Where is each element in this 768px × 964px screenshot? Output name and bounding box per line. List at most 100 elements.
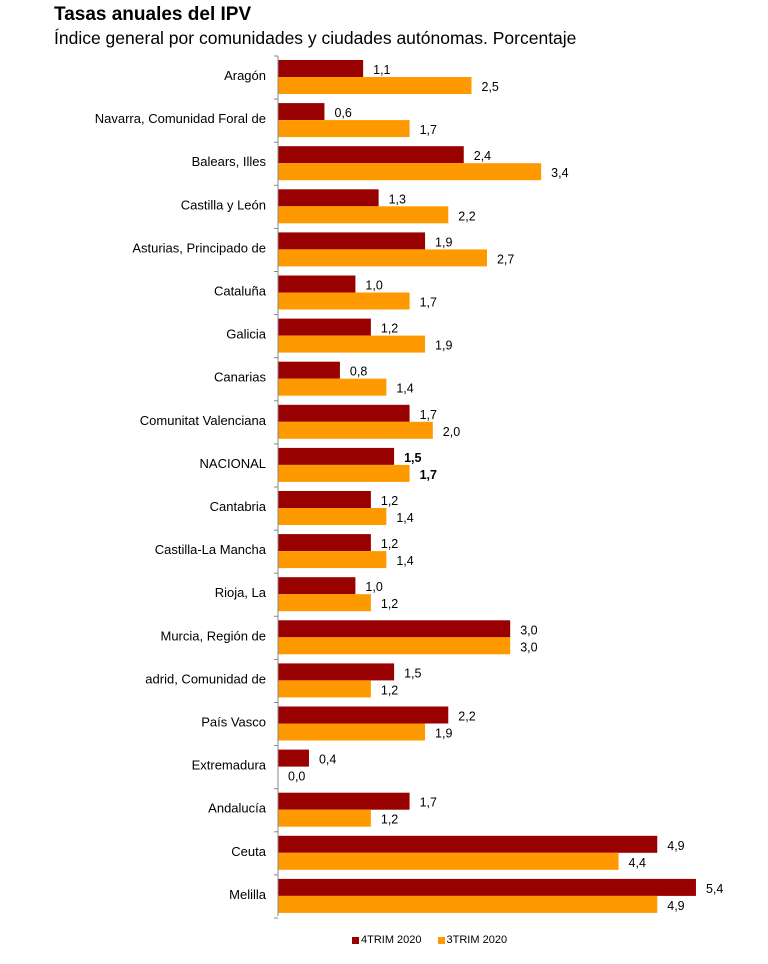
bar-series-1 <box>278 447 395 465</box>
bar-series-2 <box>278 637 511 655</box>
data-label: 1,7 <box>420 468 437 482</box>
bar-series-1 <box>278 835 658 853</box>
bar-series-2 <box>278 464 410 482</box>
category-label: Galicia <box>226 327 267 342</box>
category-label: NACIONAL <box>200 456 266 471</box>
bar-series-1 <box>278 318 371 336</box>
data-label: 5,4 <box>706 882 723 896</box>
bar-series-2 <box>278 508 387 525</box>
bar-series-2 <box>278 120 410 138</box>
data-label: 3,0 <box>520 623 537 637</box>
category-label: País Vasco <box>201 715 266 730</box>
data-label: 1,2 <box>381 537 398 551</box>
chart-title: Tasas anuales del IPV <box>54 4 252 25</box>
data-label: 1,7 <box>420 296 437 310</box>
bar-series-1 <box>278 232 426 250</box>
category-label: Asturias, Principado de <box>132 240 266 255</box>
bar-series-1 <box>278 706 449 724</box>
bar-series-2 <box>278 206 449 224</box>
bar-series-1 <box>278 146 464 164</box>
data-label: 1,7 <box>420 123 437 137</box>
data-label: 1,4 <box>396 382 413 396</box>
data-label: 0,0 <box>288 770 305 784</box>
category-label: Melilla <box>229 887 267 902</box>
data-label: 1,0 <box>365 279 382 293</box>
category-label: Extremadura <box>192 758 267 773</box>
bar-series-1 <box>278 275 356 293</box>
category-label: Cantabria <box>210 499 267 514</box>
category-label: Comunitat Valenciana <box>140 413 267 428</box>
legend-label-series-1: 4TRIM 2020 <box>361 934 422 946</box>
data-label: 1,2 <box>381 494 398 508</box>
legend-item-series-2: 3TRIM 2020 <box>437 934 507 946</box>
category-label: Navarra, Comunidad Foral de <box>95 111 266 126</box>
bar-series-2 <box>278 852 619 870</box>
data-label: 1,4 <box>396 554 413 568</box>
bar-chart: Aragón 1,1 2,5 Navarra, Comunidad Foral de 0… <box>95 55 723 919</box>
data-label: 1,5 <box>404 666 421 680</box>
bar-series-2 <box>278 723 426 741</box>
data-label: 1,9 <box>435 235 452 249</box>
bar-series-2 <box>278 680 371 698</box>
category-label: Canarias <box>214 370 267 385</box>
category-label: Balears, Illes <box>192 154 267 169</box>
data-label: 2,7 <box>497 252 514 266</box>
data-label: 1,4 <box>396 511 413 525</box>
data-label: 4,4 <box>629 856 646 870</box>
data-label: 2,2 <box>458 710 475 724</box>
bar-series-1 <box>278 749 309 767</box>
data-label: 1,7 <box>420 796 437 810</box>
category-label: adrid, Comunidad de <box>145 671 266 686</box>
bar-series-1 <box>278 189 379 207</box>
bar-series-1 <box>278 792 410 810</box>
data-label: 1,0 <box>365 580 382 594</box>
category-label: Ceuta <box>231 844 266 859</box>
data-label: 1,5 <box>404 451 421 465</box>
bar-series-2 <box>278 378 387 396</box>
category-label: Castilla y León <box>181 197 266 212</box>
legend: 4TRIM 2020 3TRIM 2020 <box>352 934 507 946</box>
data-label: 2,2 <box>458 209 475 223</box>
bar-series-2 <box>278 594 371 612</box>
bar-series-1 <box>278 361 340 379</box>
bar-series-2 <box>278 249 487 267</box>
data-label: 0,8 <box>350 365 367 379</box>
data-label: 1,2 <box>381 683 398 697</box>
data-label: 0,6 <box>334 106 351 120</box>
bar-series-2 <box>278 335 426 353</box>
bar-series-1 <box>278 534 371 552</box>
data-label: 2,4 <box>474 149 491 163</box>
category-label: Murcia, Región de <box>161 628 267 643</box>
data-label: 4,9 <box>667 839 684 853</box>
bar-series-2 <box>278 163 542 181</box>
legend-item-series-1: 4TRIM 2020 <box>352 934 422 946</box>
category-label: Cataluña <box>214 284 267 299</box>
bar-series-1 <box>278 663 395 681</box>
data-label: 0,4 <box>319 753 336 767</box>
bar-series-2 <box>278 809 371 827</box>
data-label: 1,9 <box>435 339 452 353</box>
data-label: 2,0 <box>443 425 460 439</box>
category-label: Andalucía <box>208 801 267 816</box>
legend-swatch-series-1 <box>352 936 359 944</box>
chart-subtitle: Índice general por comunidades y ciudade… <box>54 28 577 48</box>
data-label: 3,4 <box>551 166 568 180</box>
data-label: 4,9 <box>667 899 684 913</box>
data-label: 1,2 <box>381 813 398 827</box>
data-label: 2,5 <box>482 80 499 94</box>
data-label: 1,9 <box>435 727 452 741</box>
data-label: 3,0 <box>520 640 537 654</box>
bar-series-1 <box>278 577 356 595</box>
bar-series-1 <box>278 60 364 77</box>
bar-series-1 <box>278 404 410 422</box>
category-label: Aragón <box>224 68 266 83</box>
bar-series-1 <box>278 491 371 508</box>
bar-series-2 <box>278 551 387 569</box>
bar-series-2 <box>278 292 410 310</box>
data-label: 1,3 <box>389 192 406 206</box>
bar-series-2 <box>278 77 472 94</box>
data-label: 1,2 <box>381 597 398 611</box>
bar-series-1 <box>278 620 511 638</box>
bar-series-2 <box>278 421 433 439</box>
category-label: Castilla-La Mancha <box>155 542 267 557</box>
